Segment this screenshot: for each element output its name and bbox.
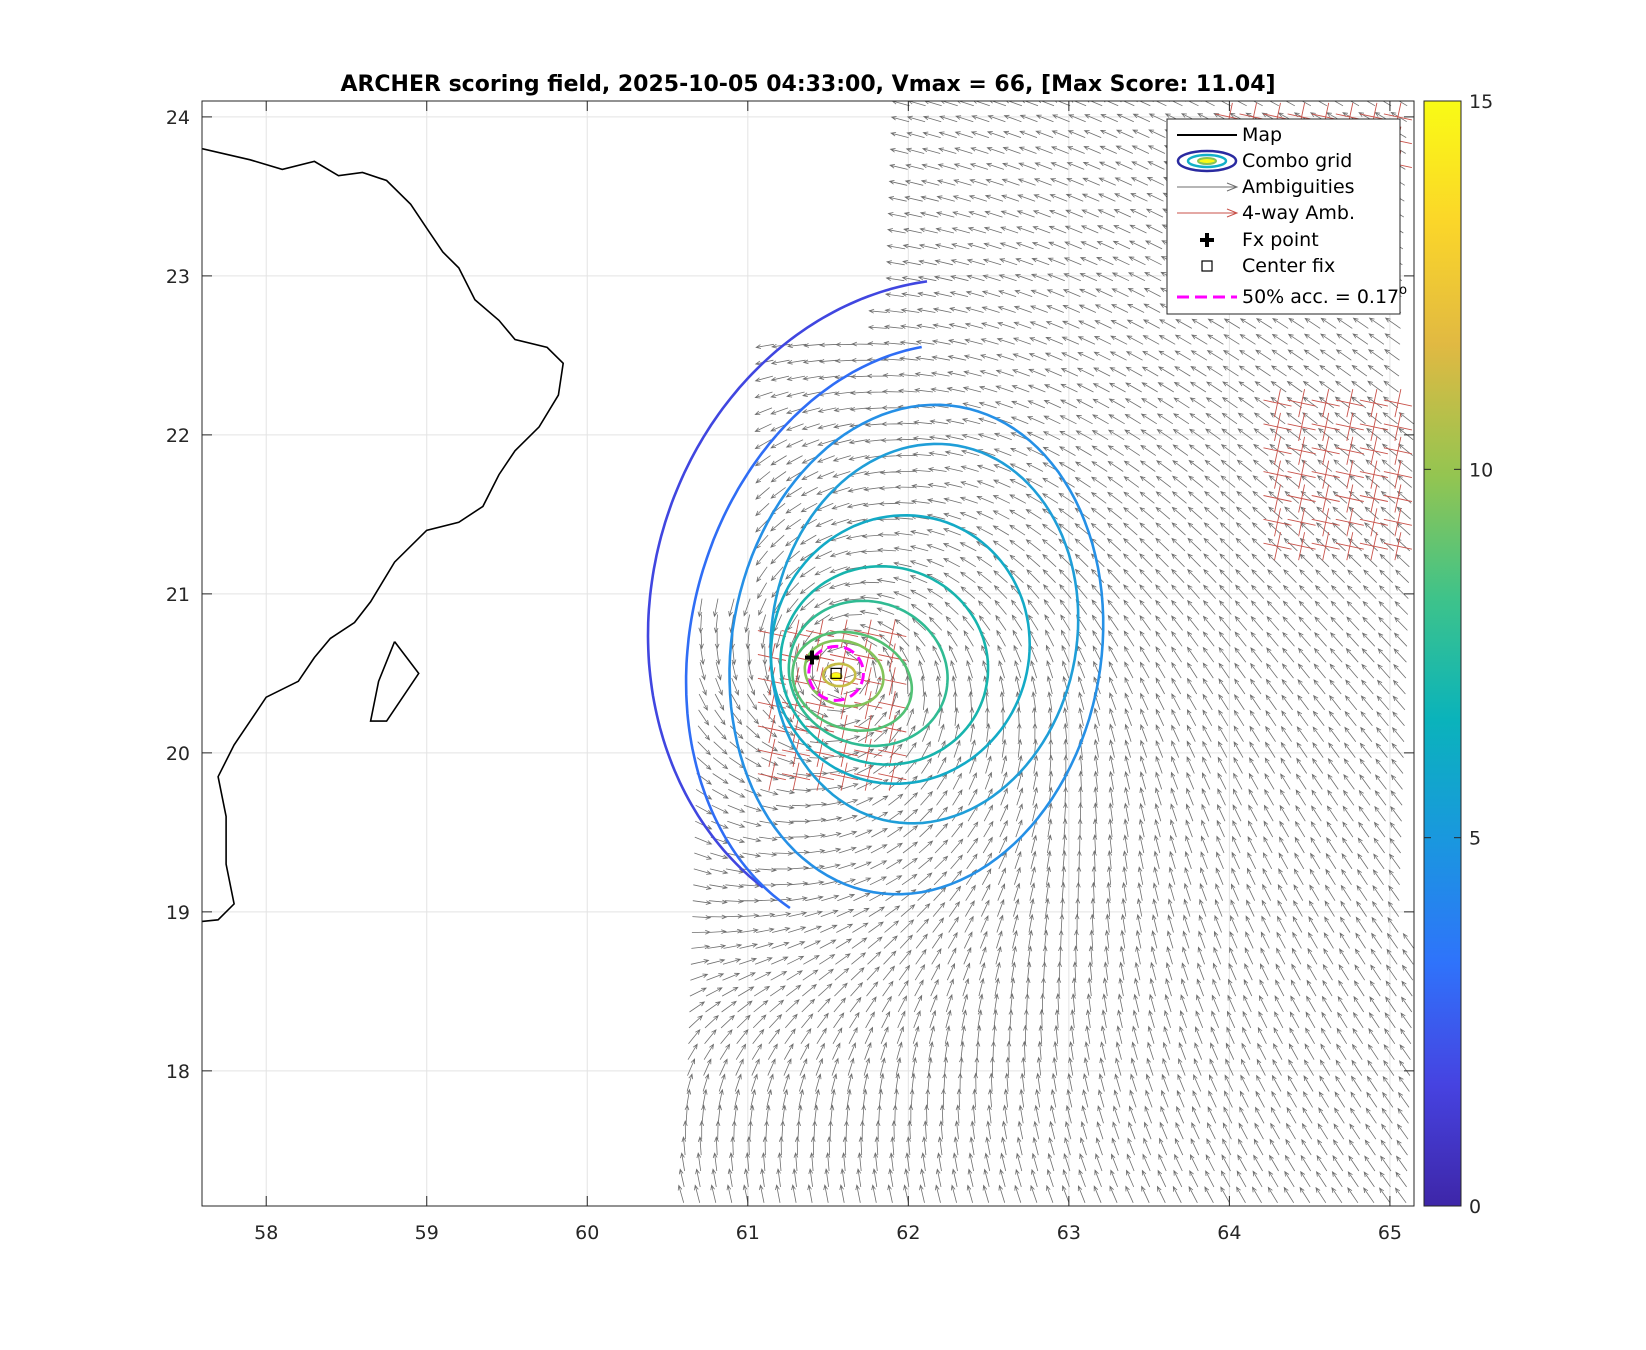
y-tick-label: 23: [166, 266, 190, 288]
legend-icon-center-fix: [1201, 260, 1213, 272]
legend-icon-fx-point: [1200, 233, 1214, 247]
legend-label-map: Map: [1242, 124, 1282, 146]
max-score-spot: [829, 672, 843, 682]
contour-level-0: [646, 280, 928, 889]
colorbar-tick-label: 15: [1469, 91, 1493, 113]
legend-icon-ambiguities-head: [1226, 182, 1239, 192]
x-tick-label: 59: [415, 1222, 439, 1244]
x-tick-label: 58: [254, 1222, 278, 1244]
legend-accuracy-text: 50% acc. = 0.17: [1242, 286, 1399, 308]
legend-label-combo: Combo grid: [1242, 150, 1352, 172]
accuracy-circle: [807, 644, 865, 702]
legend-icon-4way-head: [1226, 208, 1239, 218]
x-tick-label: 62: [896, 1222, 920, 1244]
legend-label-center-fix: Center fix: [1242, 255, 1335, 277]
y-tick-label: 18: [166, 1061, 190, 1083]
coastline-map: [202, 147, 565, 923]
x-tick-label: 63: [1057, 1222, 1081, 1244]
contour-level-5: [779, 564, 990, 766]
legend-icon-combo-mid: [1186, 153, 1228, 169]
score-contours: [646, 280, 1105, 910]
contour-level-4: [769, 513, 1032, 786]
legend: Map Combo grid Ambiguities 4-way Amb. Fx…: [1166, 118, 1407, 315]
y-tick-label: 22: [166, 425, 190, 447]
legend-label-4way: 4-way Amb.: [1242, 202, 1355, 224]
legend-accuracy-degree: o: [1399, 283, 1407, 298]
coastline: [202, 147, 565, 923]
x-tick-label: 60: [575, 1222, 599, 1244]
contour-level-8: [803, 639, 885, 708]
fx-point-marker: [805, 650, 820, 665]
x-tick-label: 61: [736, 1222, 760, 1244]
colorbar-tick-label: 10: [1469, 459, 1493, 481]
contour-level-6: [787, 599, 949, 748]
y-tick-label: 19: [166, 902, 190, 924]
y-axis-ticks: 18 19 20 21 22 23 24: [166, 107, 1414, 1083]
contour-level-1: [684, 345, 922, 910]
colorbar-ticks: 0 5 10 15: [1424, 91, 1493, 1218]
colorbar-tick-label: 0: [1469, 1196, 1481, 1218]
colorbar-gradient: [1423, 100, 1462, 1207]
x-axis-ticks: 58 59 60 61 62 63 64 65: [254, 101, 1402, 1244]
y-tick-label: 20: [166, 743, 190, 765]
y-tick-label: 21: [166, 584, 190, 606]
island: [369, 641, 420, 722]
x-tick-label: 64: [1217, 1222, 1241, 1244]
contour-level-2: [728, 403, 1105, 896]
legend-icon-combo-outer: [1176, 149, 1238, 173]
contour-level-7: [791, 630, 914, 733]
colorbar: 0 5 10 15: [1423, 91, 1493, 1218]
y-tick-label: 24: [166, 107, 190, 129]
fix-markers: [805, 644, 865, 702]
legend-icon-combo-inner: [1197, 157, 1217, 165]
x-tick-label: 65: [1378, 1222, 1402, 1244]
legend-label-ambiguities: Ambiguities: [1242, 176, 1355, 198]
contour-level-9: [821, 662, 857, 688]
colorbar-tick-label: 5: [1469, 828, 1481, 850]
axes-box: [201, 100, 1415, 1207]
center-fix-marker: [830, 667, 842, 679]
chart-title: ARCHER scoring field, 2025-10-05 04:33:0…: [340, 72, 1275, 97]
legend-label-fx-point: Fx point: [1242, 229, 1319, 251]
legend-label-accuracy: 50% acc. = 0.17o: [1242, 283, 1407, 308]
contour-level-3: [769, 442, 1080, 825]
